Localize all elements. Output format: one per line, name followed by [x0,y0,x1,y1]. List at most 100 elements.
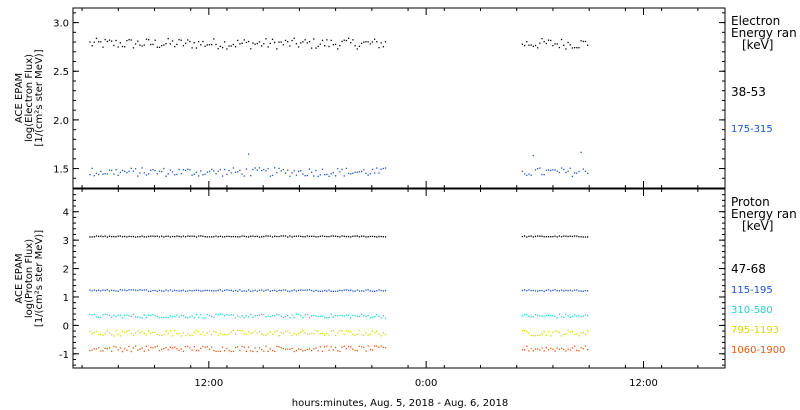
data-point [217,314,219,316]
data-point [350,289,352,291]
data-point [365,350,367,352]
data-point [545,334,547,336]
data-point [302,317,304,319]
data-point [187,317,189,319]
data-point [308,289,311,291]
data-point [287,290,289,292]
data-point [302,41,304,43]
data-point [106,330,108,332]
data-point [347,289,350,292]
data-point [332,330,335,332]
data-point [341,346,343,348]
data-point [126,349,128,351]
data-point [576,333,578,335]
data-point [284,348,287,350]
data-point [269,235,271,237]
data-point [586,44,589,46]
data-point [100,350,102,352]
data-point [534,334,537,337]
data-point [347,172,350,175]
data-point [167,173,169,175]
data-point [161,348,163,350]
data-point [530,235,532,237]
data-point [91,45,93,47]
data-point [324,289,326,292]
data-point [147,235,150,238]
data-point [304,289,306,291]
data-point [271,289,274,292]
data-point [250,332,252,335]
data-point [228,235,230,238]
data-point [334,314,337,317]
data-point [197,331,200,333]
data-point [117,46,119,48]
data-point [193,346,195,348]
data-point [245,168,248,170]
data-point [300,331,302,333]
data-point [308,40,311,43]
data-point [297,46,300,48]
data-point [560,316,563,318]
data-point [582,236,584,238]
data-point [282,332,285,334]
data-point [241,345,243,348]
data-point [541,38,543,40]
data-point [265,316,267,318]
data-point [545,289,547,291]
data-point [130,167,132,169]
data-point [356,289,358,291]
data-point [282,235,285,237]
data-point [300,235,302,238]
data-point [234,333,237,335]
data-point [195,329,198,332]
data-point [571,347,574,349]
data-point [276,235,278,238]
data-point [191,235,193,237]
data-point [163,333,165,336]
data-point [156,333,158,336]
data-point [132,235,135,238]
data-point [234,289,237,292]
data-point [239,329,241,332]
data-point [256,332,258,334]
data-point [95,316,98,318]
data-point [278,289,280,292]
data-point [363,169,365,171]
data-point [274,331,276,333]
data-point [276,171,278,174]
data-point [191,290,193,292]
data-point [195,313,198,316]
data-point [119,171,122,174]
data-point [586,330,589,332]
data-point [143,314,145,316]
data-point [204,317,206,319]
data-point [337,290,339,292]
data-point [571,47,574,49]
data-point [202,174,204,176]
data-point [537,334,539,337]
data-point [213,38,215,40]
data-point [200,170,202,172]
data-point [565,235,567,237]
data-point [245,236,248,238]
data-point [523,289,526,291]
data-point [554,315,556,317]
data-point [576,172,578,174]
data-point [152,168,154,171]
data-point [106,314,108,316]
data-point [382,167,384,170]
data-point [339,314,341,317]
data-point [302,236,304,238]
data-point [324,173,326,176]
data-point [260,236,263,238]
data-point [573,46,576,49]
data-point [271,236,274,238]
data-point [547,289,550,291]
data-point [224,168,226,171]
data-point [247,236,250,238]
data-point [211,315,213,318]
data-point [556,43,558,45]
data-point [93,348,95,350]
data-point [563,235,565,237]
data-point [180,39,182,41]
